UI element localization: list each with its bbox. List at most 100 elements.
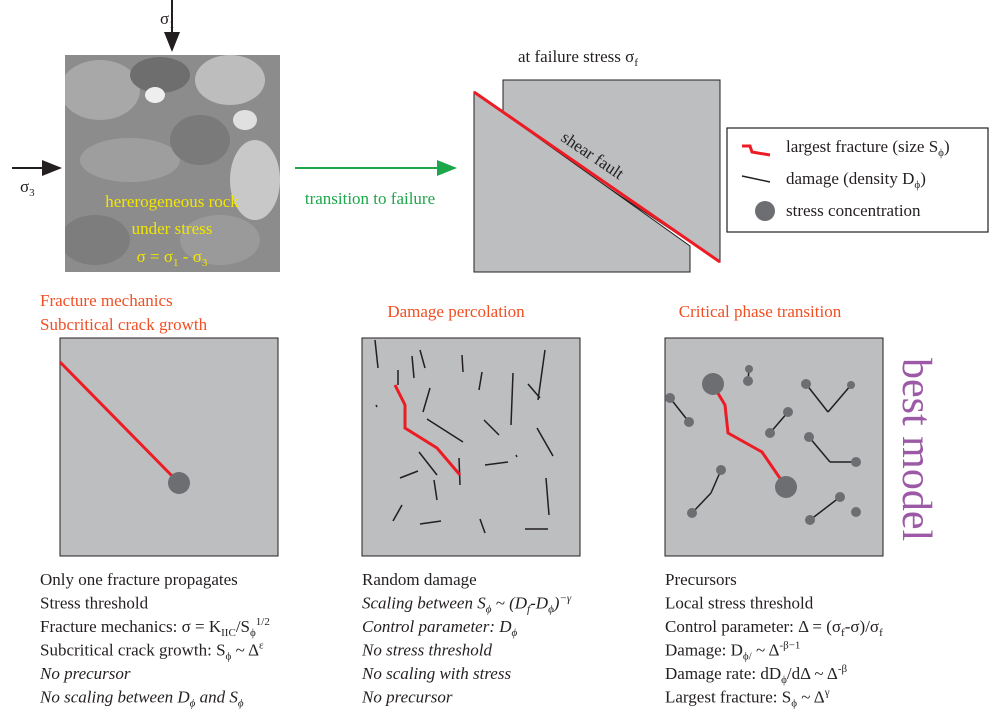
text-part: ϕ	[226, 651, 232, 663]
stress-concentration	[684, 417, 694, 427]
legend-entry: damage (density Dϕ)	[786, 169, 926, 191]
note-line: Fracture mechanics: σ = KIIC/Sϕ1/2	[40, 616, 270, 639]
note-line: No scaling with stress	[361, 664, 511, 683]
text-part: 1/2	[256, 616, 270, 628]
transition-label: transition to failure	[305, 189, 435, 208]
best-model: best model	[893, 358, 939, 541]
text-part: No precursor	[39, 664, 131, 683]
damage-crack	[545, 477, 550, 516]
damage-crack	[827, 384, 852, 413]
text-part: Damage rate: dD	[665, 664, 781, 683]
damage-crack	[669, 397, 690, 423]
text-part: ϕ	[512, 627, 518, 639]
legend-entry: largest fracture (size Sϕ)	[786, 137, 950, 159]
damage-crack	[510, 372, 514, 426]
text-part: ϕ/	[743, 651, 753, 663]
text-part: σ = σ	[137, 247, 173, 266]
stress-concentration	[665, 393, 675, 403]
damage-crack	[809, 496, 841, 521]
sigma3-label: σ3	[20, 177, 35, 199]
note-line: No scaling between Dϕ and Sϕ	[39, 688, 244, 710]
damage-crack	[375, 404, 378, 408]
note-line: Stress threshold	[40, 594, 149, 613]
stress-concentration	[743, 376, 753, 386]
stress-concentration	[783, 407, 793, 417]
rock-label: hererogeneous rock	[105, 192, 239, 211]
text-part: ϕ	[250, 627, 256, 639]
text-part: largest fracture (size S	[786, 137, 938, 156]
note-line: Random damage	[362, 570, 477, 589]
text-part: damage (density D	[786, 169, 914, 188]
damage-crack	[422, 387, 431, 413]
column-heading: Damage percolation	[387, 302, 525, 321]
text-part: Damage: D	[665, 641, 743, 660]
note-line: Damage: Dϕ/ ~ Δ-β−1	[665, 640, 800, 663]
note-line: Only one fracture propagates	[40, 570, 238, 589]
text-part: Scaling between S	[362, 594, 486, 613]
stress-concentration	[687, 508, 697, 518]
note-line: Scaling between Sϕ ~ (Df-Dϕ)−γ	[362, 593, 572, 616]
text-part: ϕ	[938, 147, 944, 159]
text-part: Subcritical crack growth: S	[40, 641, 226, 660]
text-part: ϕ	[190, 698, 196, 710]
stress-concentration	[168, 472, 190, 494]
damage-crack	[808, 436, 831, 463]
text-part: stress concentration	[786, 201, 921, 220]
text-part: Largest fracture: S	[665, 688, 791, 707]
text-part: f	[841, 627, 845, 639]
lower-block	[473, 91, 691, 273]
damage-crack	[419, 349, 426, 369]
text-part: No stress threshold	[361, 641, 493, 660]
fault-line	[473, 90, 721, 264]
text-part: Stress threshold	[40, 594, 149, 613]
stress-concentration	[775, 476, 797, 498]
damage-crack	[484, 461, 509, 466]
damage-crack	[392, 504, 403, 522]
stress-concentration	[765, 428, 775, 438]
damage-crack	[461, 354, 464, 373]
rock-image	[65, 55, 280, 272]
text-part: 1	[173, 257, 179, 269]
damage-crack	[411, 355, 415, 379]
text-part: ~ Δ	[231, 641, 259, 660]
rock-label: under stress	[132, 219, 213, 238]
text-part: -D	[530, 594, 549, 613]
text-part: ϕ	[914, 179, 920, 191]
damage-crack	[426, 418, 464, 443]
legend-stress-icon	[755, 201, 775, 221]
text-part: f	[527, 604, 532, 616]
text-part: )	[553, 594, 560, 613]
note-line: No stress threshold	[361, 641, 493, 660]
text-part: Local stress threshold	[665, 594, 814, 613]
text-part: /S	[236, 617, 250, 636]
text-part: at failure stress σ	[518, 47, 634, 66]
text-part: and S	[195, 688, 238, 707]
text-part: Control parameter: Δ = (σ	[665, 617, 841, 636]
text-part: Only one fracture propagates	[40, 570, 238, 589]
panel-drawings	[58, 339, 861, 534]
text-part: 3	[202, 257, 208, 269]
damage-crack	[458, 457, 461, 486]
text-part: σ	[20, 177, 29, 196]
column-heading: Subcritical crack growth	[40, 315, 208, 334]
text-part: Random damage	[362, 570, 477, 589]
panel-critical	[664, 337, 884, 557]
note-line: Subcritical crack growth: Sϕ ~ Δε	[40, 640, 264, 663]
damage-crack	[527, 383, 541, 399]
rock-equation: σ = σ1 - σ3	[137, 247, 208, 269]
column-heading: Critical phase transition	[679, 302, 842, 321]
text-part: −γ	[559, 593, 571, 605]
text-part: No scaling between D	[39, 688, 190, 707]
legend-damage-icon	[741, 175, 771, 183]
text-part: ϕ	[486, 604, 492, 616]
text-part: -β−1	[779, 640, 800, 652]
text-part: )	[944, 137, 950, 156]
stress-concentration	[851, 507, 861, 517]
text-part: ~ Δ	[752, 641, 780, 660]
note-line: Control parameter: Dϕ	[362, 617, 518, 639]
damage-crack	[515, 454, 518, 458]
stress-concentration	[805, 515, 815, 525]
damage-crack	[478, 371, 483, 391]
